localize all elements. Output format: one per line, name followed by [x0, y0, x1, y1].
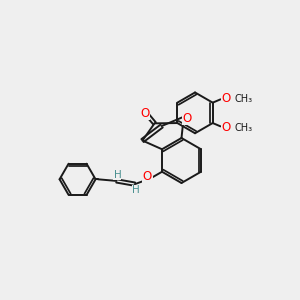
Text: O: O	[140, 106, 149, 120]
Text: CH₃: CH₃	[234, 123, 252, 133]
Text: H: H	[113, 170, 121, 180]
Text: O: O	[143, 169, 152, 183]
Text: CH₃: CH₃	[234, 94, 252, 104]
Text: O: O	[182, 112, 191, 125]
Text: H: H	[132, 185, 140, 195]
Text: O: O	[221, 121, 230, 134]
Text: O: O	[221, 92, 230, 105]
